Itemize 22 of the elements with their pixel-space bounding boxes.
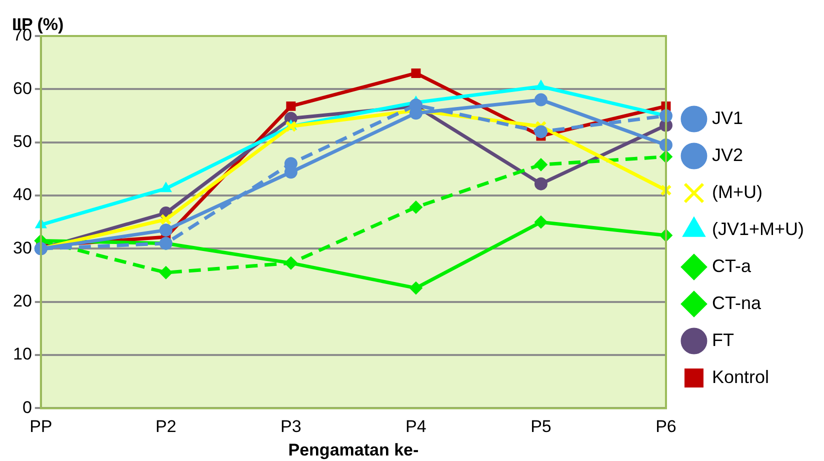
x-tick-label: P3 — [280, 417, 302, 436]
legend-label: CT-na — [712, 292, 762, 313]
x-axis-title: Pengamatan ke- — [288, 440, 419, 460]
x-tick-label: P5 — [530, 417, 552, 436]
legend-label: FT — [712, 330, 734, 350]
legend-label: CT-a — [712, 256, 752, 276]
y-tick-label: 10 — [12, 344, 32, 364]
y-tick-label: 40 — [12, 185, 32, 204]
x-tick-label: P6 — [656, 417, 676, 436]
legend-label: (JV1+M+U) — [712, 218, 804, 239]
x-tick-label: PP — [30, 417, 52, 436]
y-tick-label: 50 — [12, 132, 32, 152]
legend-label: JV1 — [712, 108, 744, 128]
y-tick-label: 20 — [12, 292, 32, 311]
legend-label: Kontrol — [712, 366, 770, 387]
legend-label: (M+U) — [712, 182, 762, 202]
y-tick-label: 30 — [12, 238, 32, 258]
legend-label: JV2 — [712, 144, 744, 165]
x-tick-label: P4 — [406, 417, 426, 436]
y-tick-label: 0 — [22, 398, 32, 417]
x-tick-label: P2 — [156, 417, 176, 436]
y-tick-label: 60 — [12, 78, 32, 98]
